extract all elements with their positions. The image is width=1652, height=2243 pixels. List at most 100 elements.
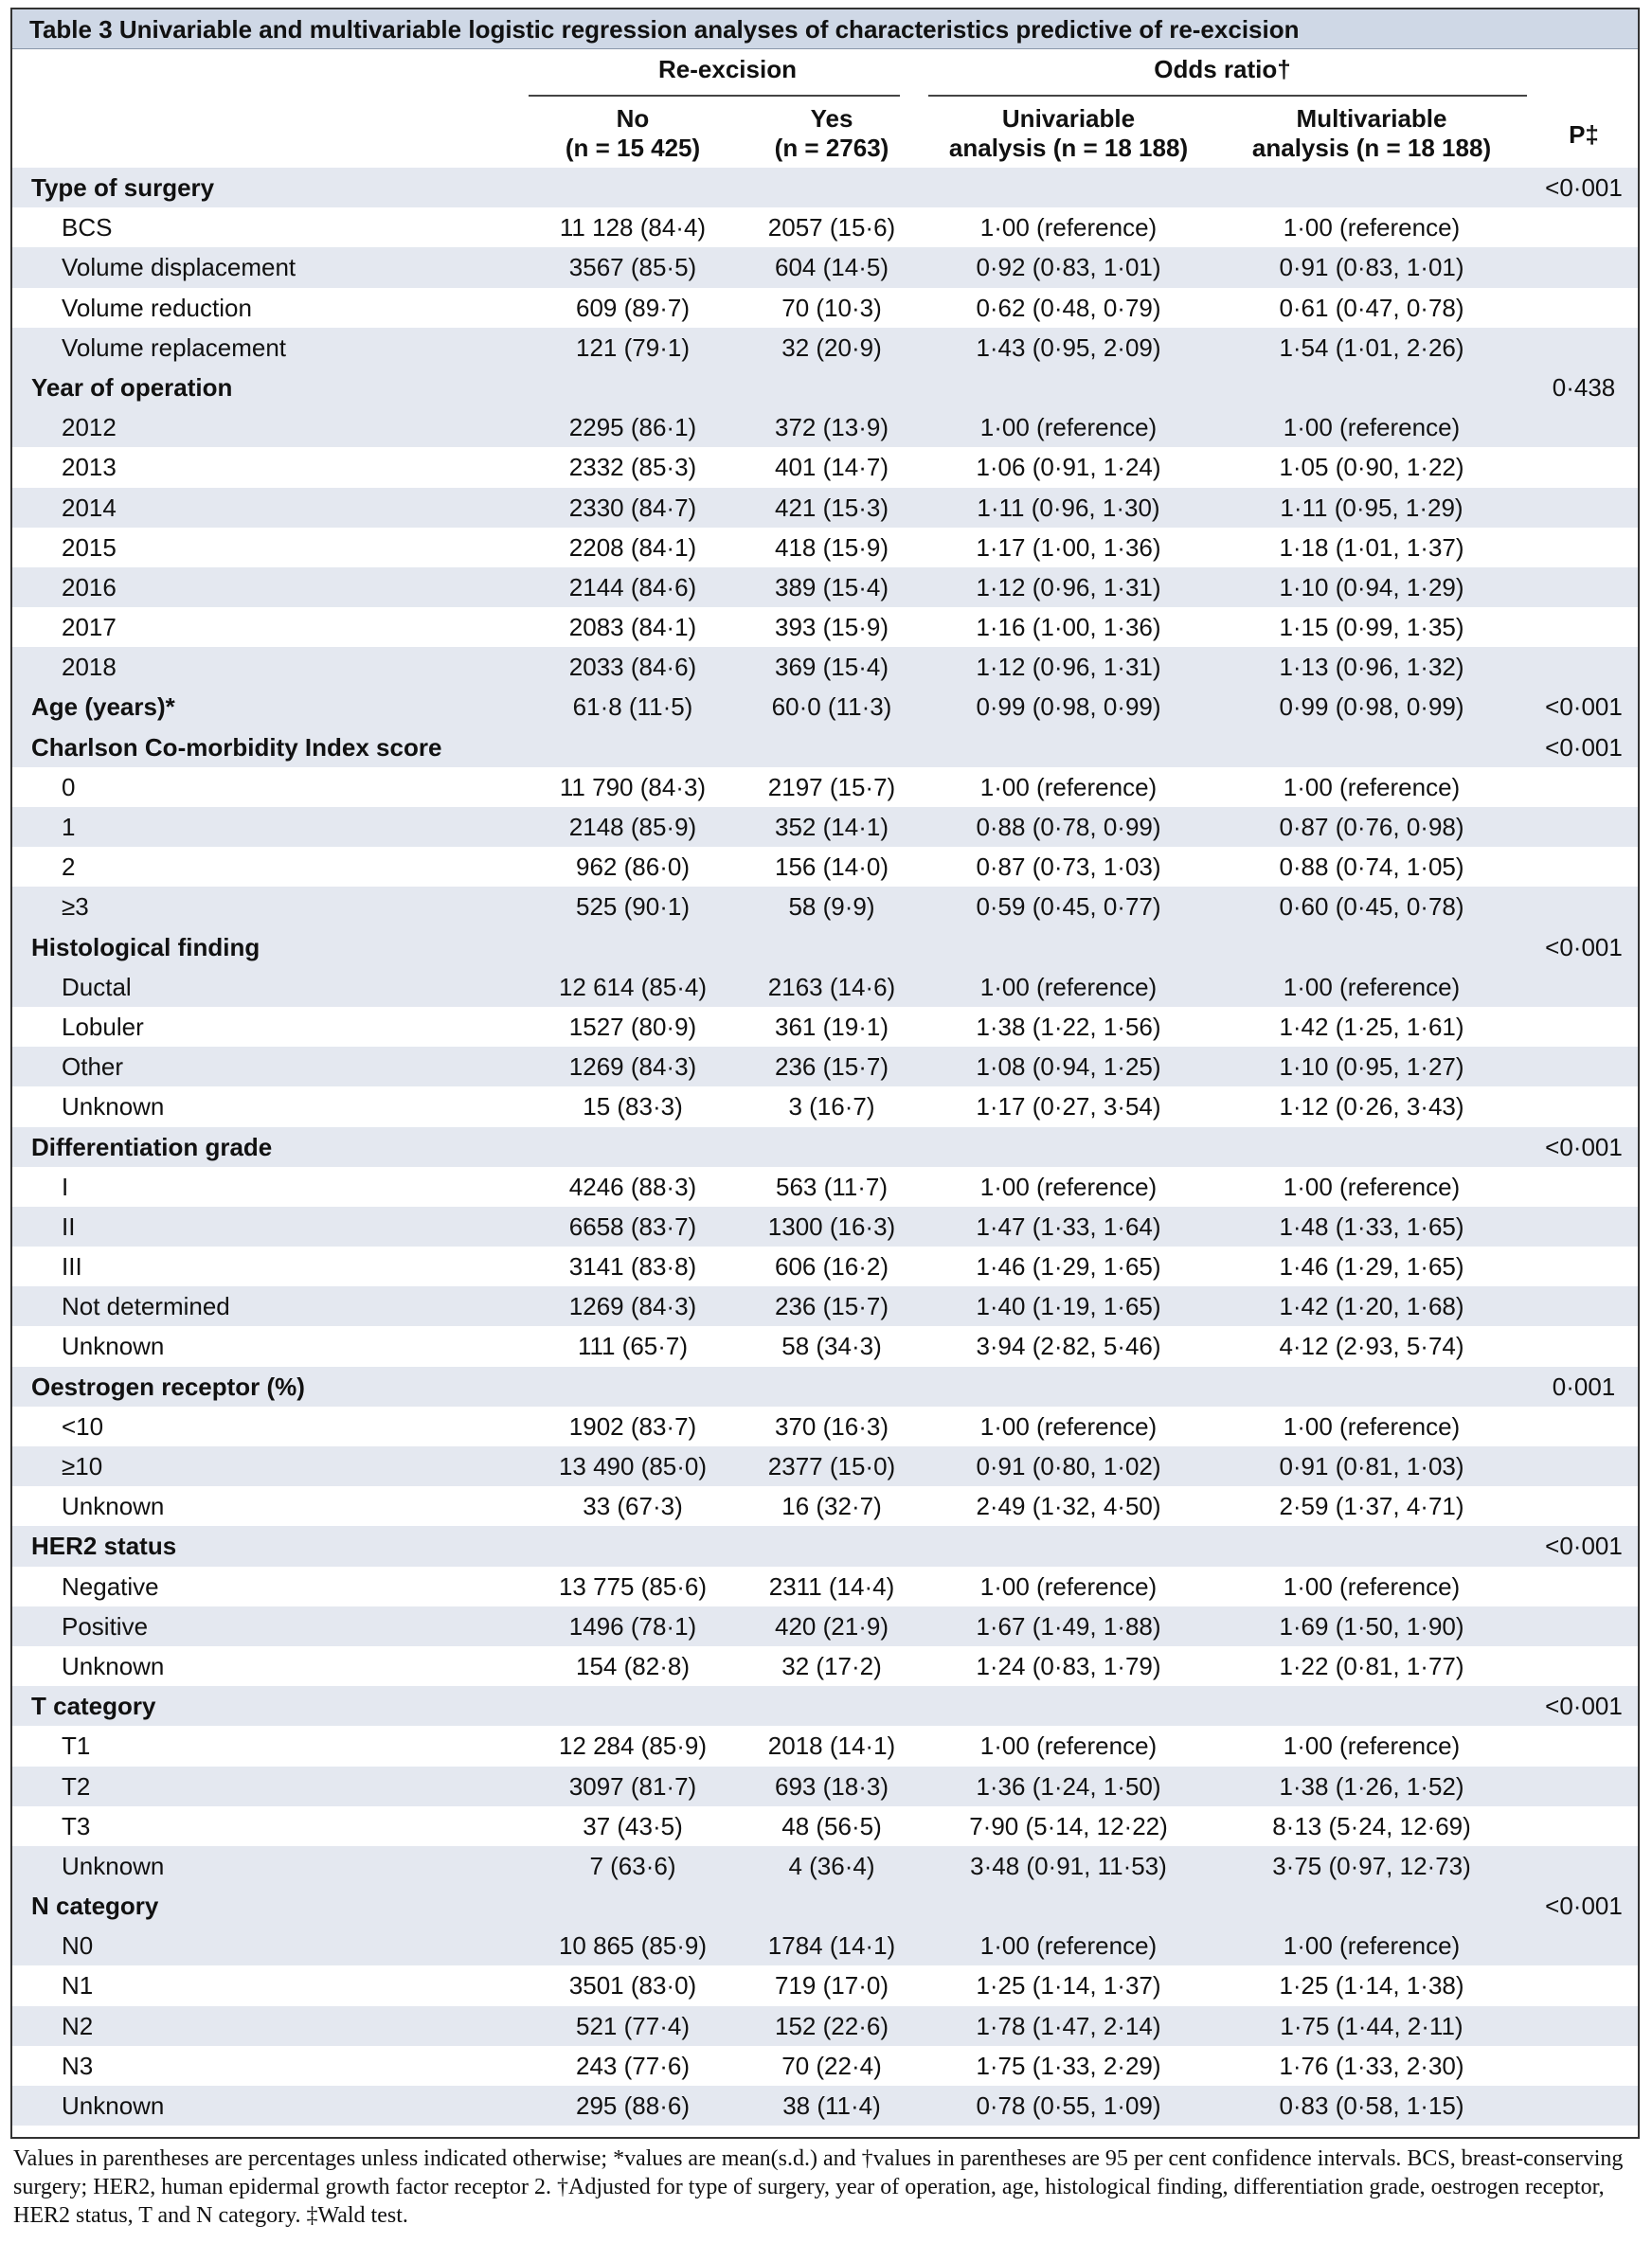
cell-uni: 1·17 (0·27, 3·54) <box>976 1092 1161 1122</box>
col-header-univariable: Univariable analysis (n = 18 188) <box>926 104 1211 163</box>
table-row: 1 2148 (85·9) 352 (14·1) 0·88 (0·78, 0·99) 0… <box>12 807 1638 848</box>
cell-no: 1527 (80·9) <box>568 1012 697 1041</box>
cell-multi: 0·60 (0·45, 0·78) <box>1279 892 1464 922</box>
cell-label: Charlson Co-morbidity Index score <box>31 732 442 762</box>
table-row: Not determined 1269 (84·3) 236 (15·7) 1·40 … <box>12 1286 1638 1327</box>
cell-yes: 152 (22·6) <box>775 2011 889 2040</box>
cell-yes: 70 (22·4) <box>781 2051 882 2080</box>
cell-yes: 389 (15·4) <box>775 572 889 601</box>
cell-label: 2 <box>62 852 76 882</box>
cell-yes: 4 (36·4) <box>788 1851 875 1880</box>
col-header-uni-line2: analysis (n = 18 188) <box>948 134 1189 162</box>
cell-yes: 32 (20·9) <box>781 332 882 362</box>
cell-no: 1269 (84·3) <box>568 1292 697 1321</box>
cell-yes: 604 (14·5) <box>775 253 889 282</box>
table-row: 2012 2295 (86·1) 372 (13·9) 1·00 (reference… <box>12 407 1638 448</box>
cell-label: Differentiation grade <box>31 1132 273 1161</box>
cell-yes: 369 (15·4) <box>775 653 889 682</box>
cell-no: 15 (83·3) <box>583 1092 683 1122</box>
cell-multi: 1·22 (0·81, 1·77) <box>1279 1651 1464 1680</box>
cell-uni: 1·00 (reference) <box>979 772 1158 801</box>
table-row: 2015 2208 (84·1) 418 (15·9) 1·17 (1·00, 1·3… <box>12 528 1638 567</box>
cell-multi: 1·00 (reference) <box>1283 413 1461 442</box>
col-header-yes-line2: (n = 2763) <box>774 134 889 162</box>
table-row: T2 3097 (81·7) 693 (18·3) 1·36 (1·24, 1·50)… <box>12 1766 1638 1806</box>
cell-yes: 401 (14·7) <box>775 453 889 482</box>
cell-uni: 1·00 (reference) <box>979 1931 1158 1961</box>
cell-no: 2295 (86·1) <box>568 413 697 442</box>
cell-no: 2208 (84·1) <box>568 532 697 562</box>
cell-label: Not determined <box>62 1292 230 1321</box>
cell-p: 0·438 <box>1552 372 1616 402</box>
table-row: Ductal 12 614 (85·4) 2163 (14·6) 1·00 (refe… <box>12 966 1638 1007</box>
cell-multi: 1·00 (reference) <box>1283 1931 1461 1961</box>
table-row: Volume replacement 121 (79·1) 32 (20·9) 1·4… <box>12 327 1638 368</box>
group-rule-reexcision <box>529 95 900 97</box>
table-body: Type of surgery <0·001 BCS 11 128 (84·4) 205… <box>12 168 1638 2126</box>
cell-label: T2 <box>62 1771 91 1801</box>
cell-no: 61·8 (11·5) <box>572 692 693 722</box>
table-row: ≥10 13 490 (85·0) 2377 (15·0) 0·91 (0·80, 1… <box>12 1446 1638 1487</box>
table-row: N3 243 (77·6) 70 (22·4) 1·75 (1·33, 2·29) 1·… <box>12 2046 1638 2086</box>
table-section-row: HER2 status <0·001 <box>12 1526 1638 1567</box>
cell-label: Histological finding <box>31 932 260 961</box>
cell-no: 3097 (81·7) <box>568 1771 697 1801</box>
col-header-multi-line1: Multivariable <box>1296 104 1447 133</box>
cell-uni: 2·49 (1·32, 4·50) <box>976 1492 1161 1521</box>
cell-yes: 418 (15·9) <box>775 532 889 562</box>
col-header-yes: Yes (n = 2763) <box>737 104 926 163</box>
cell-yes: 2057 (15·6) <box>767 213 896 242</box>
table-row: Unknown 111 (65·7) 58 (34·3) 3·94 (2·82, 5·… <box>12 1326 1638 1366</box>
table-row: Other 1269 (84·3) 236 (15·7) 1·08 (0·94, 1·… <box>12 1047 1638 1087</box>
cell-label: Unknown <box>62 1492 165 1521</box>
table-section-row: Age (years)* 61·8 (11·5) 60·0 (11·3) 0·99 (… <box>12 687 1638 727</box>
table-row: N0 10 865 (85·9) 1784 (14·1) 1·00 (referenc… <box>12 1926 1638 1966</box>
cell-yes: 352 (14·1) <box>775 813 889 841</box>
group-rule-odds <box>928 95 1527 97</box>
cell-multi: 1·42 (1·20, 1·68) <box>1279 1292 1464 1321</box>
cell-yes: 421 (15·3) <box>775 493 889 522</box>
cell-multi: 1·38 (1·26, 1·52) <box>1279 1771 1464 1801</box>
cell-uni: 1·00 (reference) <box>979 1411 1158 1441</box>
cell-label: 2012 <box>62 413 117 442</box>
cell-uni: 0·99 (0·98, 0·99) <box>976 692 1161 722</box>
cell-multi: 1·46 (1·29, 1·65) <box>1279 1252 1464 1282</box>
cell-multi: 0·87 (0·76, 0·98) <box>1279 813 1464 841</box>
cell-p: <0·001 <box>1545 173 1623 202</box>
cell-no: 4246 (88·3) <box>568 1172 697 1201</box>
cell-yes: 606 (16·2) <box>775 1252 889 1282</box>
cell-multi: 1·00 (reference) <box>1283 772 1461 801</box>
cell-yes: 58 (34·3) <box>781 1332 882 1361</box>
cell-uni: 1·24 (0·83, 1·79) <box>976 1651 1161 1680</box>
cell-uni: 1·06 (0·91, 1·24) <box>976 453 1161 482</box>
table-row: 2014 2330 (84·7) 421 (15·3) 1·11 (0·96, 1·3… <box>12 487 1638 528</box>
cell-label: Volume reduction <box>62 293 252 322</box>
col-header-no: No (n = 15 425) <box>529 104 737 163</box>
cell-uni: 1·16 (1·00, 1·36) <box>976 613 1161 642</box>
cell-uni: 7·90 (5·14, 12·22) <box>969 1811 1168 1840</box>
cell-no: 2033 (84·6) <box>568 653 697 682</box>
cell-multi: 1·00 (reference) <box>1283 1732 1461 1761</box>
cell-multi: 1·25 (1·14, 1·38) <box>1279 1971 1464 2001</box>
cell-label: Age (years)* <box>31 692 175 722</box>
table-row: BCS 11 128 (84·4) 2057 (15·6) 1·00 (referen… <box>12 207 1638 247</box>
cell-uni: 0·78 (0·55, 1·09) <box>976 2091 1161 2120</box>
table-row: I 4246 (88·3) 563 (11·7) 1·00 (reference) 1·… <box>12 1167 1638 1207</box>
cell-multi: 0·61 (0·47, 0·78) <box>1279 293 1464 322</box>
cell-yes: 156 (14·0) <box>775 852 889 882</box>
cell-no: 10 865 (85·9) <box>558 1931 708 1961</box>
table-section-row: N category <0·001 <box>12 1886 1638 1927</box>
table-row: T1 12 284 (85·9) 2018 (14·1) 1·00 (referenc… <box>12 1726 1638 1766</box>
cell-multi: 0·88 (0·74, 1·05) <box>1279 852 1464 882</box>
table-row: N1 3501 (83·0) 719 (17·0) 1·25 (1·14, 1·37)… <box>12 1965 1638 2005</box>
cell-yes: 236 (15·7) <box>775 1292 889 1321</box>
cell-label: Unknown <box>62 1092 165 1122</box>
cell-yes: 60·0 (11·3) <box>771 692 892 722</box>
cell-yes: 420 (21·9) <box>775 1611 889 1641</box>
cell-uni: 1·00 (reference) <box>979 413 1158 442</box>
cell-no: 243 (77·6) <box>576 2051 690 2080</box>
cell-no: 2144 (84·6) <box>568 572 697 601</box>
cell-label: <10 <box>62 1411 104 1441</box>
cell-uni: 1·00 (reference) <box>979 1571 1158 1601</box>
cell-p: <0·001 <box>1545 692 1623 722</box>
